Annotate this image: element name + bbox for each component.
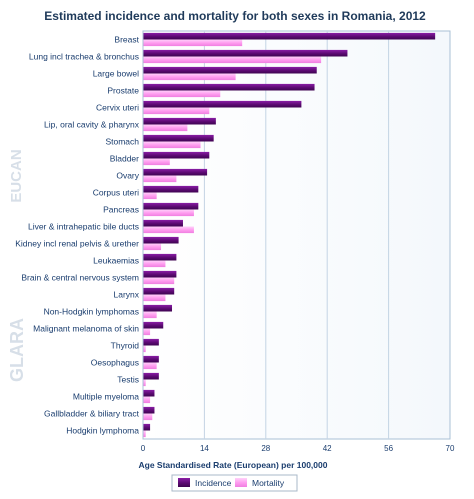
mortality-bar-7 — [143, 158, 170, 166]
watermark-eucan: EUCAN — [8, 149, 25, 202]
x-axis-title: Age Standardised Rate (European) per 100… — [139, 460, 328, 470]
mortality-bar-11 — [143, 226, 194, 234]
category-label: Multiple myeloma — [73, 392, 139, 402]
incidence-bar-10 — [143, 202, 199, 210]
mortality-bar-14 — [143, 277, 175, 285]
incidence-bar-21 — [143, 389, 155, 397]
incidence-bar-6 — [143, 134, 214, 142]
category-label: Oesophagus — [91, 358, 139, 368]
category-label: Hodgkin lymphoma — [66, 426, 139, 436]
incidence-bar-5 — [143, 117, 216, 125]
legend: Incidence Mortality — [171, 474, 298, 492]
mortality-bar-16 — [143, 311, 157, 319]
mortality-bar-20 — [143, 379, 146, 387]
category-label: Pancreas — [103, 205, 139, 215]
mortality-bar-13 — [143, 260, 166, 268]
incidence-bar-12 — [143, 236, 179, 244]
incidence-bar-20 — [143, 372, 159, 380]
legend-box — [171, 474, 298, 492]
x-tick-label: 70 — [446, 444, 455, 453]
category-label: Large bowel — [93, 69, 139, 79]
category-label: Ovary — [116, 171, 139, 181]
mortality-bar-8 — [143, 175, 177, 183]
mortality-bar-4 — [143, 107, 210, 115]
bars — [143, 32, 436, 438]
mortality-bar-1 — [143, 56, 322, 64]
mortality-bar-15 — [143, 294, 166, 302]
incidence-bar-9 — [143, 185, 199, 193]
incidence-bar-1 — [143, 49, 348, 57]
watermark: EUCAN GLARA — [7, 149, 27, 382]
category-label: Non-Hodgkin lymphomas — [44, 307, 139, 317]
chart-title: Estimated incidence and mortality for bo… — [44, 9, 426, 23]
mortality-bar-18 — [143, 345, 146, 353]
gridlines — [203, 31, 390, 439]
x-tick-label: 14 — [200, 444, 209, 453]
incidence-bar-2 — [143, 66, 317, 74]
mortality-bar-2 — [143, 73, 236, 81]
category-label: Lung incl trachea & bronchus — [29, 52, 139, 62]
legend-label-mortality: Mortality — [252, 478, 285, 488]
incidence-bar-16 — [143, 304, 173, 312]
mortality-bar-17 — [143, 328, 151, 336]
category-label: Lip, oral cavity & pharynx — [44, 120, 140, 130]
mortality-bar-12 — [143, 243, 162, 251]
x-tick-label: 28 — [261, 444, 270, 453]
category-label: Liver & intrahepatic bile ducts — [28, 222, 139, 232]
category-label: Corpus uteri — [93, 188, 139, 198]
mortality-bar-22 — [143, 413, 153, 421]
category-label: Thyroid — [111, 341, 140, 351]
category-label: Testis — [117, 375, 139, 385]
incidence-bar-14 — [143, 270, 177, 278]
category-label: Bladder — [110, 154, 139, 164]
category-label: Gallbladder & biliary tract — [44, 409, 140, 419]
legend-swatch-incidence — [178, 478, 190, 487]
incidence-bar-17 — [143, 321, 164, 329]
incidence-bar-13 — [143, 253, 177, 261]
category-label: Breast — [114, 35, 139, 45]
mortality-bar-19 — [143, 362, 157, 370]
mortality-bar-9 — [143, 192, 157, 200]
incidence-bar-11 — [143, 219, 183, 227]
category-label: Prostate — [107, 86, 139, 96]
incidence-bar-18 — [143, 338, 159, 346]
x-tick-label: 42 — [323, 444, 332, 453]
incidence-bar-3 — [143, 83, 315, 91]
legend-label-incidence: Incidence — [195, 478, 232, 488]
category-label: Cervix uteri — [96, 103, 139, 113]
plot-area — [142, 30, 451, 440]
x-tick-label: 0 — [141, 444, 146, 453]
incidence-bar-19 — [143, 355, 159, 363]
mortality-bar-6 — [143, 141, 201, 149]
incidence-bar-7 — [143, 151, 210, 159]
incidence-bar-4 — [143, 100, 302, 108]
mortality-bar-0 — [143, 39, 243, 47]
category-label: Leukaemias — [93, 256, 139, 266]
category-label: Brain & central nervous system — [21, 273, 139, 283]
watermark-glara: GLARA — [7, 318, 27, 382]
incidence-bar-23 — [143, 423, 151, 431]
incidence-bar-8 — [143, 168, 208, 176]
category-labels: Breast Lung incl trachea & bronchus Large … — [15, 35, 140, 436]
incidence-bar-22 — [143, 406, 155, 414]
mortality-bar-10 — [143, 209, 194, 217]
mortality-bar-21 — [143, 396, 151, 404]
legend-swatch-mortality — [235, 478, 247, 487]
category-label: Larynx — [113, 290, 139, 300]
mortality-bar-3 — [143, 90, 221, 98]
category-label: Stomach — [105, 137, 139, 147]
category-label: Kidney incl renal pelvis & urether — [15, 239, 139, 249]
x-tick-label: 56 — [384, 444, 393, 453]
incidence-bar-15 — [143, 287, 175, 295]
mortality-bar-23 — [143, 430, 146, 438]
category-label: Malignant melanoma of skin — [33, 324, 139, 334]
mortality-bar-5 — [143, 124, 188, 132]
incidence-bar-0 — [143, 32, 436, 40]
x-tick-labels: 0 14 28 42 56 70 — [141, 444, 455, 453]
